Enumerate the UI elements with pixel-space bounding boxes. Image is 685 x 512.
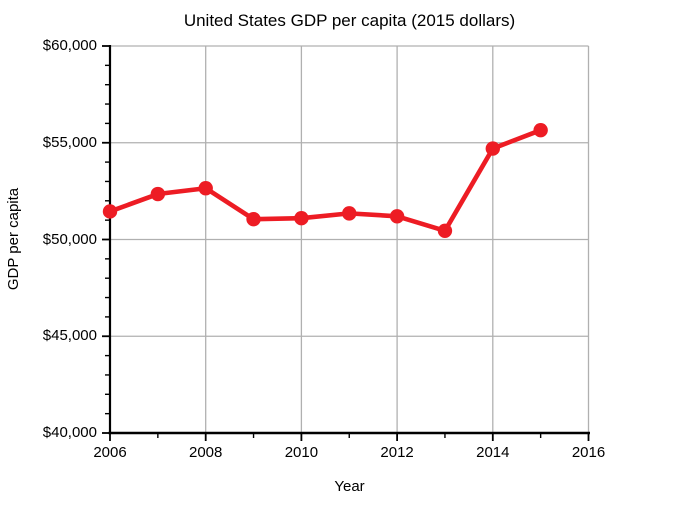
x-axis-label: Year <box>334 478 365 495</box>
data-point <box>485 141 500 156</box>
data-point <box>246 211 261 227</box>
x-tick-label: 2010 <box>284 444 319 461</box>
chart-title: United States GDP per capita (2015 dolla… <box>183 11 516 30</box>
y-tick-label: $60,000 <box>42 37 97 54</box>
data-line <box>107 127 543 234</box>
data-point <box>198 181 213 196</box>
data-point <box>389 209 405 224</box>
x-tick-label: 2012 <box>380 444 414 461</box>
y-tick-label: $50,000 <box>42 230 97 248</box>
data-point <box>437 223 453 238</box>
data-point <box>294 211 309 226</box>
data-point <box>102 204 118 219</box>
y-tick-label: $45,000 <box>42 327 97 345</box>
data-point <box>150 186 166 202</box>
y-tick-label: $55,000 <box>42 133 97 151</box>
data-point <box>533 122 548 138</box>
data-point <box>342 206 357 221</box>
x-tick-label: 2014 <box>476 444 510 461</box>
y-tick-label: $40,000 <box>42 424 97 441</box>
x-tick-label: 2016 <box>571 444 606 461</box>
x-tick-label: 2006 <box>93 444 127 461</box>
x-tick-label: 2008 <box>189 444 223 461</box>
